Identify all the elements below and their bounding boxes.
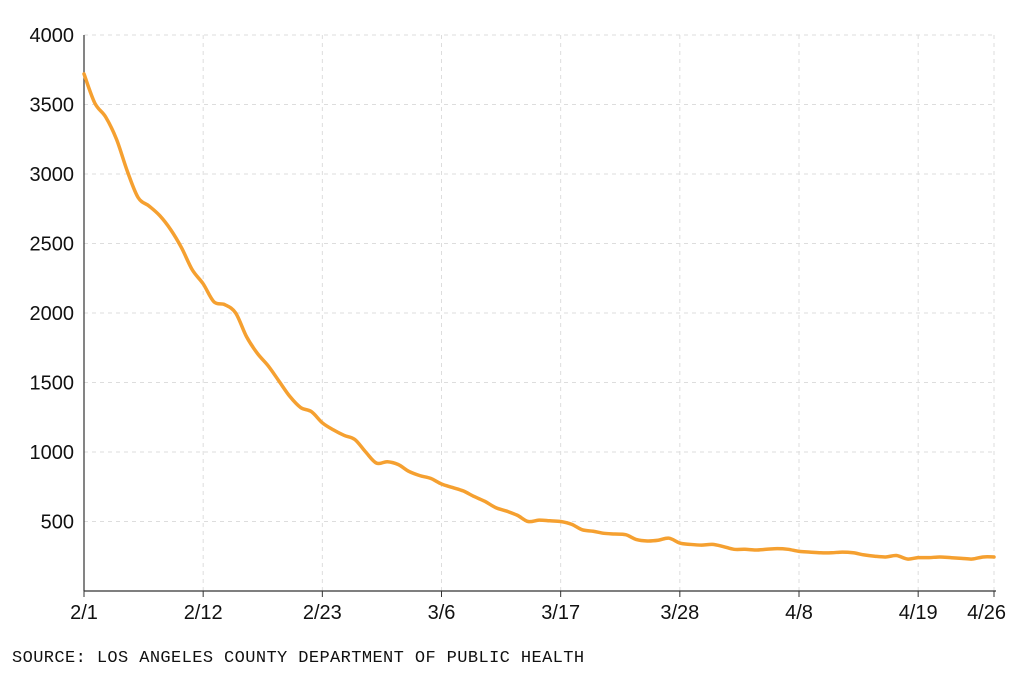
x-axis-tick-labels: 2/1 2/12 2/23 3/6 3/17 3/28 4/8 4/19 4/26 — [70, 602, 1006, 624]
y-tick-label: 2500 — [30, 234, 75, 256]
axes — [83, 35, 996, 597]
y-tick-label: 3500 — [30, 95, 75, 117]
x-tick-label: 4/26 — [967, 602, 1006, 624]
series-layer — [82, 72, 996, 561]
y-tick-label: 4000 — [30, 25, 75, 47]
source-note: SOURCE: LOS ANGELES COUNTY DEPARTMENT OF… — [12, 649, 585, 668]
x-tick-label: 3/6 — [428, 602, 456, 624]
y-tick-label: 3000 — [30, 164, 75, 186]
y-tick-label: 1500 — [30, 373, 75, 395]
x-tick-label: 3/17 — [541, 602, 580, 624]
x-tick-label: 2/23 — [303, 602, 342, 624]
x-tick-label: 4/8 — [785, 602, 813, 624]
series-line — [82, 72, 996, 561]
grid-lines — [84, 34, 996, 591]
x-tick-label: 2/12 — [184, 602, 223, 624]
y-tick-label: 1000 — [30, 442, 75, 464]
x-tick-label: 3/28 — [660, 602, 699, 624]
x-tick-label: 2/1 — [70, 602, 98, 624]
x-tick-label: 4/19 — [899, 602, 938, 624]
y-tick-label: 2000 — [30, 303, 75, 325]
y-tick-label: 500 — [41, 512, 74, 534]
y-axis-tick-labels: 500 1000 1500 2000 2500 3000 3500 4000 — [30, 25, 75, 534]
